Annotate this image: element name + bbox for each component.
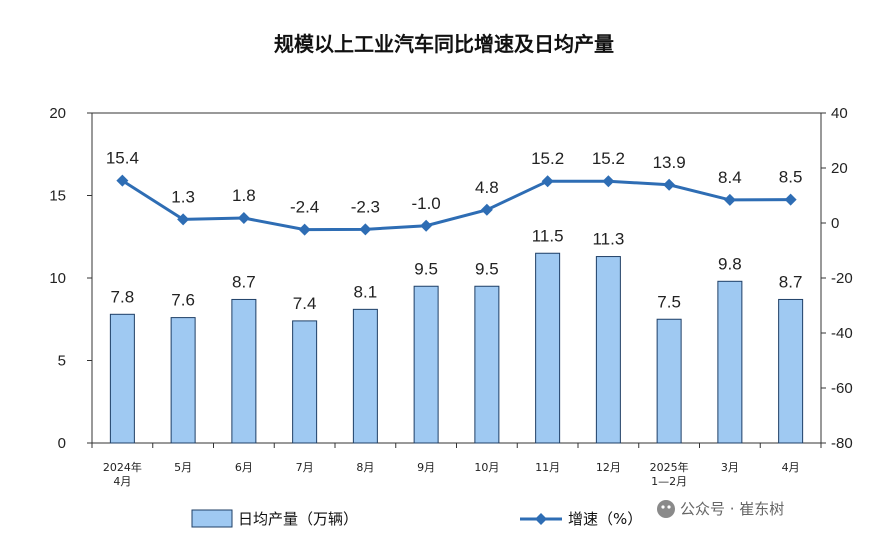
legend-bar-swatch (191, 509, 233, 528)
y-left-tick-label: 15 (49, 188, 66, 205)
line-path (121, 179, 791, 232)
y-right-tick-label: -20 (831, 270, 853, 287)
line-point (480, 203, 493, 216)
line-point (116, 174, 129, 187)
watermark: 公众号 · 崔东树 (657, 500, 784, 518)
watermark-text: 公众号 · 崔东树 (680, 500, 784, 518)
line-point (420, 219, 433, 232)
line-value-label: 15.2 (592, 149, 625, 168)
legend: 日均产量（万辆） 增速（%） (191, 509, 642, 528)
y-right-tick-label: 20 (831, 160, 848, 177)
y-right-tick-label: 0 (831, 215, 839, 232)
bar-value-label: 8.1 (354, 282, 378, 301)
y-left-tick-label: 0 (58, 435, 66, 452)
line-value-label: 8.5 (779, 168, 803, 187)
line-value-label: -2.3 (351, 197, 380, 216)
category-label: 10月 (474, 461, 499, 474)
legend-bar-label: 日均产量（万辆） (238, 510, 358, 528)
bar-series: 7.8 7.6 8.7 7.4 8.1 9.5 9.5 11.5 11.3 7.5 9.8 8.7 (109, 226, 804, 444)
bar-value-label: 9.5 (475, 259, 499, 278)
bar-value-label: 7.5 (657, 292, 681, 311)
category-label: 7月 (296, 461, 314, 474)
y-right-tick-label: -80 (831, 435, 853, 452)
category-label: 11月 (535, 461, 560, 474)
bar (231, 298, 257, 444)
category-label: 4月 (782, 461, 800, 474)
bar (413, 285, 439, 444)
line-point (298, 223, 311, 236)
category-label: 5月 (174, 461, 192, 474)
line-value-label: 4.8 (475, 178, 499, 197)
line-value-label: 1.8 (232, 186, 256, 205)
wechat-icon-eye (667, 505, 671, 509)
bar-value-label: 7.8 (111, 287, 135, 306)
chart-title: 规模以上工业汽车同比增速及日均产量 (274, 32, 614, 56)
bar (656, 318, 682, 444)
bar (595, 256, 621, 444)
bar-value-label: 7.4 (293, 294, 317, 313)
line-series: 15.4 1.3 1.8 -2.4 -2.3 -1.0 4.8 15.2 15.2 13.9 8.4… (106, 149, 803, 236)
category-label: 12月 (596, 461, 621, 474)
bar-value-label: 11.3 (592, 230, 624, 249)
category-label: 8月 (356, 461, 374, 474)
y-right-tick-label: 40 (831, 105, 848, 122)
bar-value-label: 11.5 (532, 226, 564, 245)
line-value-label: 1.3 (171, 187, 195, 206)
category-label: 2024年 (103, 460, 142, 474)
bar-value-label: 8.7 (779, 272, 803, 291)
line-value-label: 15.2 (531, 149, 564, 168)
y-right-tick-label: -60 (831, 380, 853, 397)
line-point (177, 213, 190, 226)
category-label: 9月 (417, 461, 435, 474)
line-point (237, 212, 250, 225)
category-label: 1—2月 (651, 475, 687, 488)
bar (474, 285, 500, 444)
line-point (541, 175, 554, 188)
axes: 0 5 10 15 20 -80 -60 -40 -20 0 20 40 (49, 105, 852, 452)
category-label: 2025年 (650, 460, 689, 474)
bar-value-label: 8.7 (232, 272, 256, 291)
line-point (723, 193, 736, 206)
y-left-tick-label: 5 (58, 353, 66, 370)
line-value-label: 8.4 (718, 168, 742, 187)
line-value-label: 13.9 (653, 153, 686, 172)
line-point (602, 175, 615, 188)
bar (778, 298, 804, 444)
line-point (359, 223, 372, 236)
bar (292, 320, 318, 444)
bar-value-label: 9.5 (414, 259, 438, 278)
bar (170, 317, 196, 444)
bar (109, 313, 135, 444)
line-value-label: -2.4 (290, 198, 319, 217)
line-value-label: 15.4 (106, 149, 139, 168)
y-left-tick-label: 20 (49, 105, 66, 122)
legend-line-label: 增速（%） (568, 510, 642, 528)
bar (352, 308, 378, 444)
line-point (663, 178, 676, 191)
plot-frame (91, 112, 822, 444)
line-point (784, 193, 797, 206)
y-right-tick-label: -40 (831, 325, 853, 342)
category-label: 6月 (235, 461, 253, 474)
bar (535, 252, 561, 444)
bar (717, 280, 743, 444)
y-left-tick-label: 10 (49, 270, 66, 287)
bar-value-label: 7.6 (171, 291, 195, 310)
line-value-label: -1.0 (411, 194, 440, 213)
legend-line-marker (535, 513, 547, 525)
category-label: 4月 (113, 475, 131, 488)
wechat-icon (657, 500, 675, 518)
category-label: 3月 (721, 461, 739, 474)
bar-value-label: 9.8 (718, 254, 742, 273)
wechat-icon-eye (661, 505, 665, 509)
